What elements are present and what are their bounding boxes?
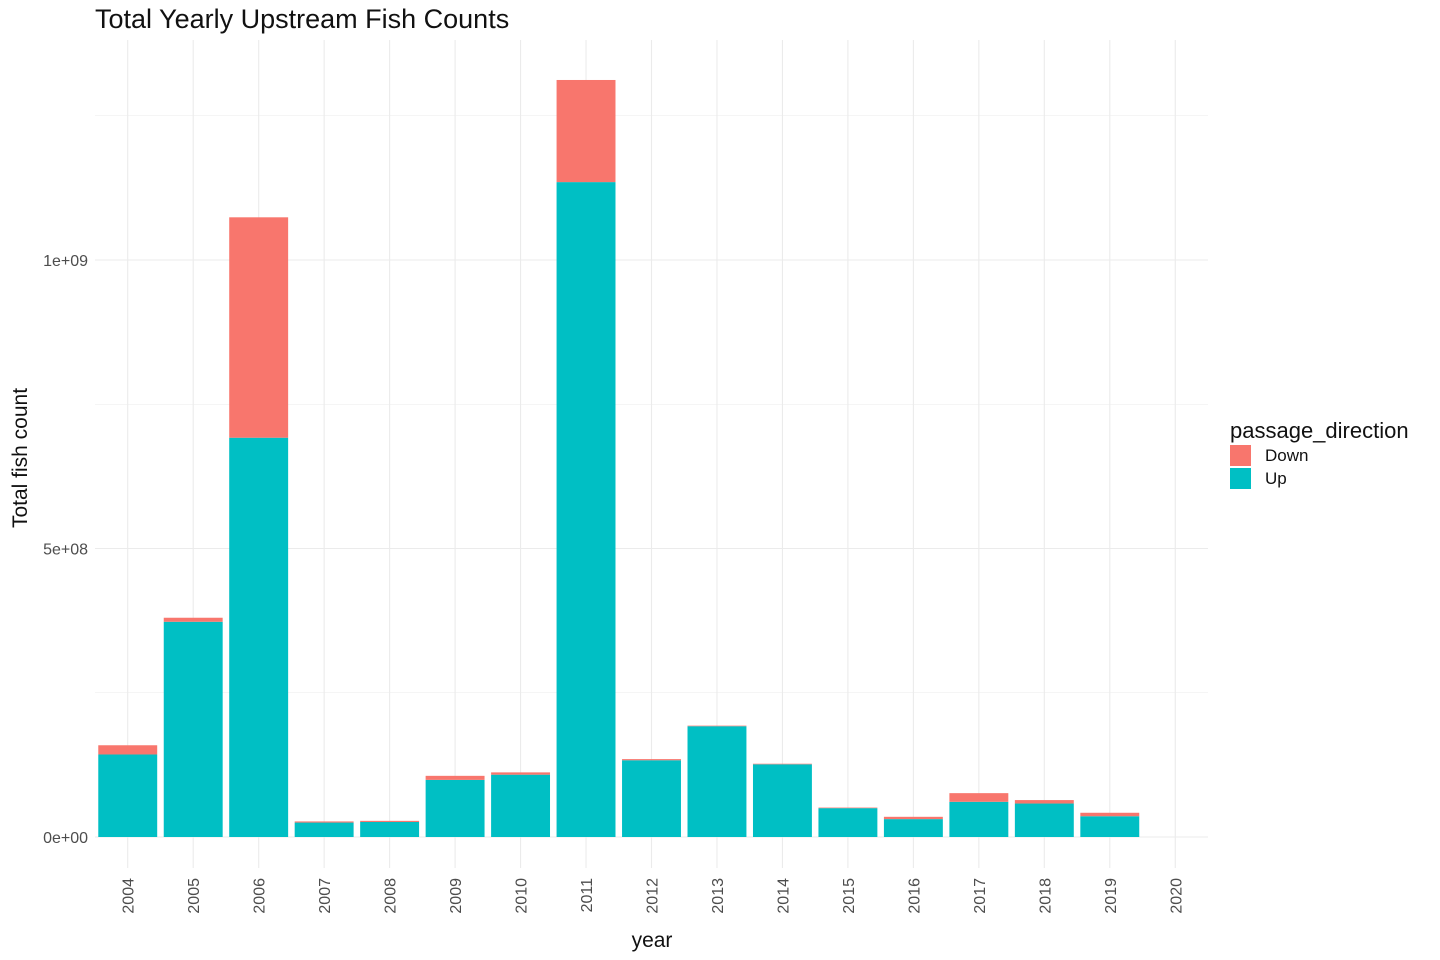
x-tick-label: 2005 xyxy=(186,878,203,914)
x-tick-label: 2008 xyxy=(383,878,400,914)
x-tick-label: 2007 xyxy=(317,878,334,914)
bar-down-2015 xyxy=(818,807,878,809)
x-tick-label: 2010 xyxy=(514,878,531,914)
y-axis-ticks: 0e+00 5e+08 1e+09 xyxy=(43,253,88,847)
x-tick-label: 2015 xyxy=(841,878,858,914)
bar-down-2005 xyxy=(163,617,223,622)
bar-down-2012 xyxy=(622,759,681,761)
y-tick-label: 0e+00 xyxy=(43,830,88,847)
bar-down-2004 xyxy=(98,745,158,755)
bar-up-2008 xyxy=(360,821,420,837)
y-axis-title: Total fish count xyxy=(9,388,32,528)
bar-up-2014 xyxy=(752,764,812,837)
bar-down-2017 xyxy=(949,793,1009,802)
legend-label-up: Up xyxy=(1265,468,1287,488)
bar-down-2010 xyxy=(491,772,551,775)
x-tick-label: 2018 xyxy=(1037,878,1054,914)
legend-key-up xyxy=(1230,468,1251,489)
chart-title: Total Yearly Upstream Fish Counts xyxy=(95,4,510,34)
x-tick-label: 2012 xyxy=(645,878,662,914)
x-axis-title: year xyxy=(632,929,673,952)
x-tick-label: 2014 xyxy=(775,878,792,914)
bar-up-2016 xyxy=(883,819,943,837)
bar-down-2016 xyxy=(883,816,943,820)
bars xyxy=(98,79,1140,838)
x-tick-label: 2020 xyxy=(1168,878,1185,914)
bar-up-2004 xyxy=(98,754,158,837)
bar-up-2007 xyxy=(294,822,354,837)
legend-title: passage_direction xyxy=(1230,418,1409,443)
bar-up-2010 xyxy=(491,774,551,837)
x-tick-label: 2011 xyxy=(579,878,596,913)
y-tick-label: 5e+08 xyxy=(43,542,88,559)
x-tick-label: 2019 xyxy=(1103,878,1120,914)
bar-down-2011 xyxy=(556,79,616,183)
bar-down-2007 xyxy=(294,821,354,823)
bar-up-2018 xyxy=(1014,803,1074,837)
bar-down-2014 xyxy=(752,763,812,765)
bar-down-2018 xyxy=(1014,800,1074,804)
bar-up-2019 xyxy=(1080,816,1140,837)
bar-up-2006 xyxy=(229,437,289,837)
bar-down-2008 xyxy=(360,820,420,822)
y-tick-label: 1e+09 xyxy=(43,253,88,270)
bar-up-2017 xyxy=(949,801,1009,837)
bar-down-2019 xyxy=(1080,812,1140,817)
bar-down-2006 xyxy=(229,217,289,438)
bar-up-2015 xyxy=(818,808,878,837)
bar-up-2011 xyxy=(556,182,616,838)
legend-key-down xyxy=(1230,445,1251,466)
x-tick-label: 2013 xyxy=(710,878,727,914)
bar-down-2009 xyxy=(425,775,485,780)
bar-down-2013 xyxy=(687,725,747,727)
x-tick-label: 2006 xyxy=(252,878,269,914)
legend: passage_direction Down Up xyxy=(1230,418,1409,490)
x-tick-label: 2009 xyxy=(448,878,465,914)
bar-up-2012 xyxy=(622,760,681,837)
bar-up-2009 xyxy=(425,779,485,837)
legend-item-down: Down xyxy=(1230,444,1409,467)
x-tick-label: 2004 xyxy=(121,878,138,914)
legend-label-down: Down xyxy=(1265,445,1309,465)
x-tick-label: 2017 xyxy=(972,878,989,914)
bar-up-2005 xyxy=(163,621,223,837)
x-axis-ticks: 2004 2005 2006 2007 2008 2009 2010 2011 2012 2013… xyxy=(121,878,1186,914)
x-tick-label: 2016 xyxy=(906,878,923,914)
legend-item-up: Up xyxy=(1230,467,1409,490)
bar-up-2013 xyxy=(687,726,747,837)
